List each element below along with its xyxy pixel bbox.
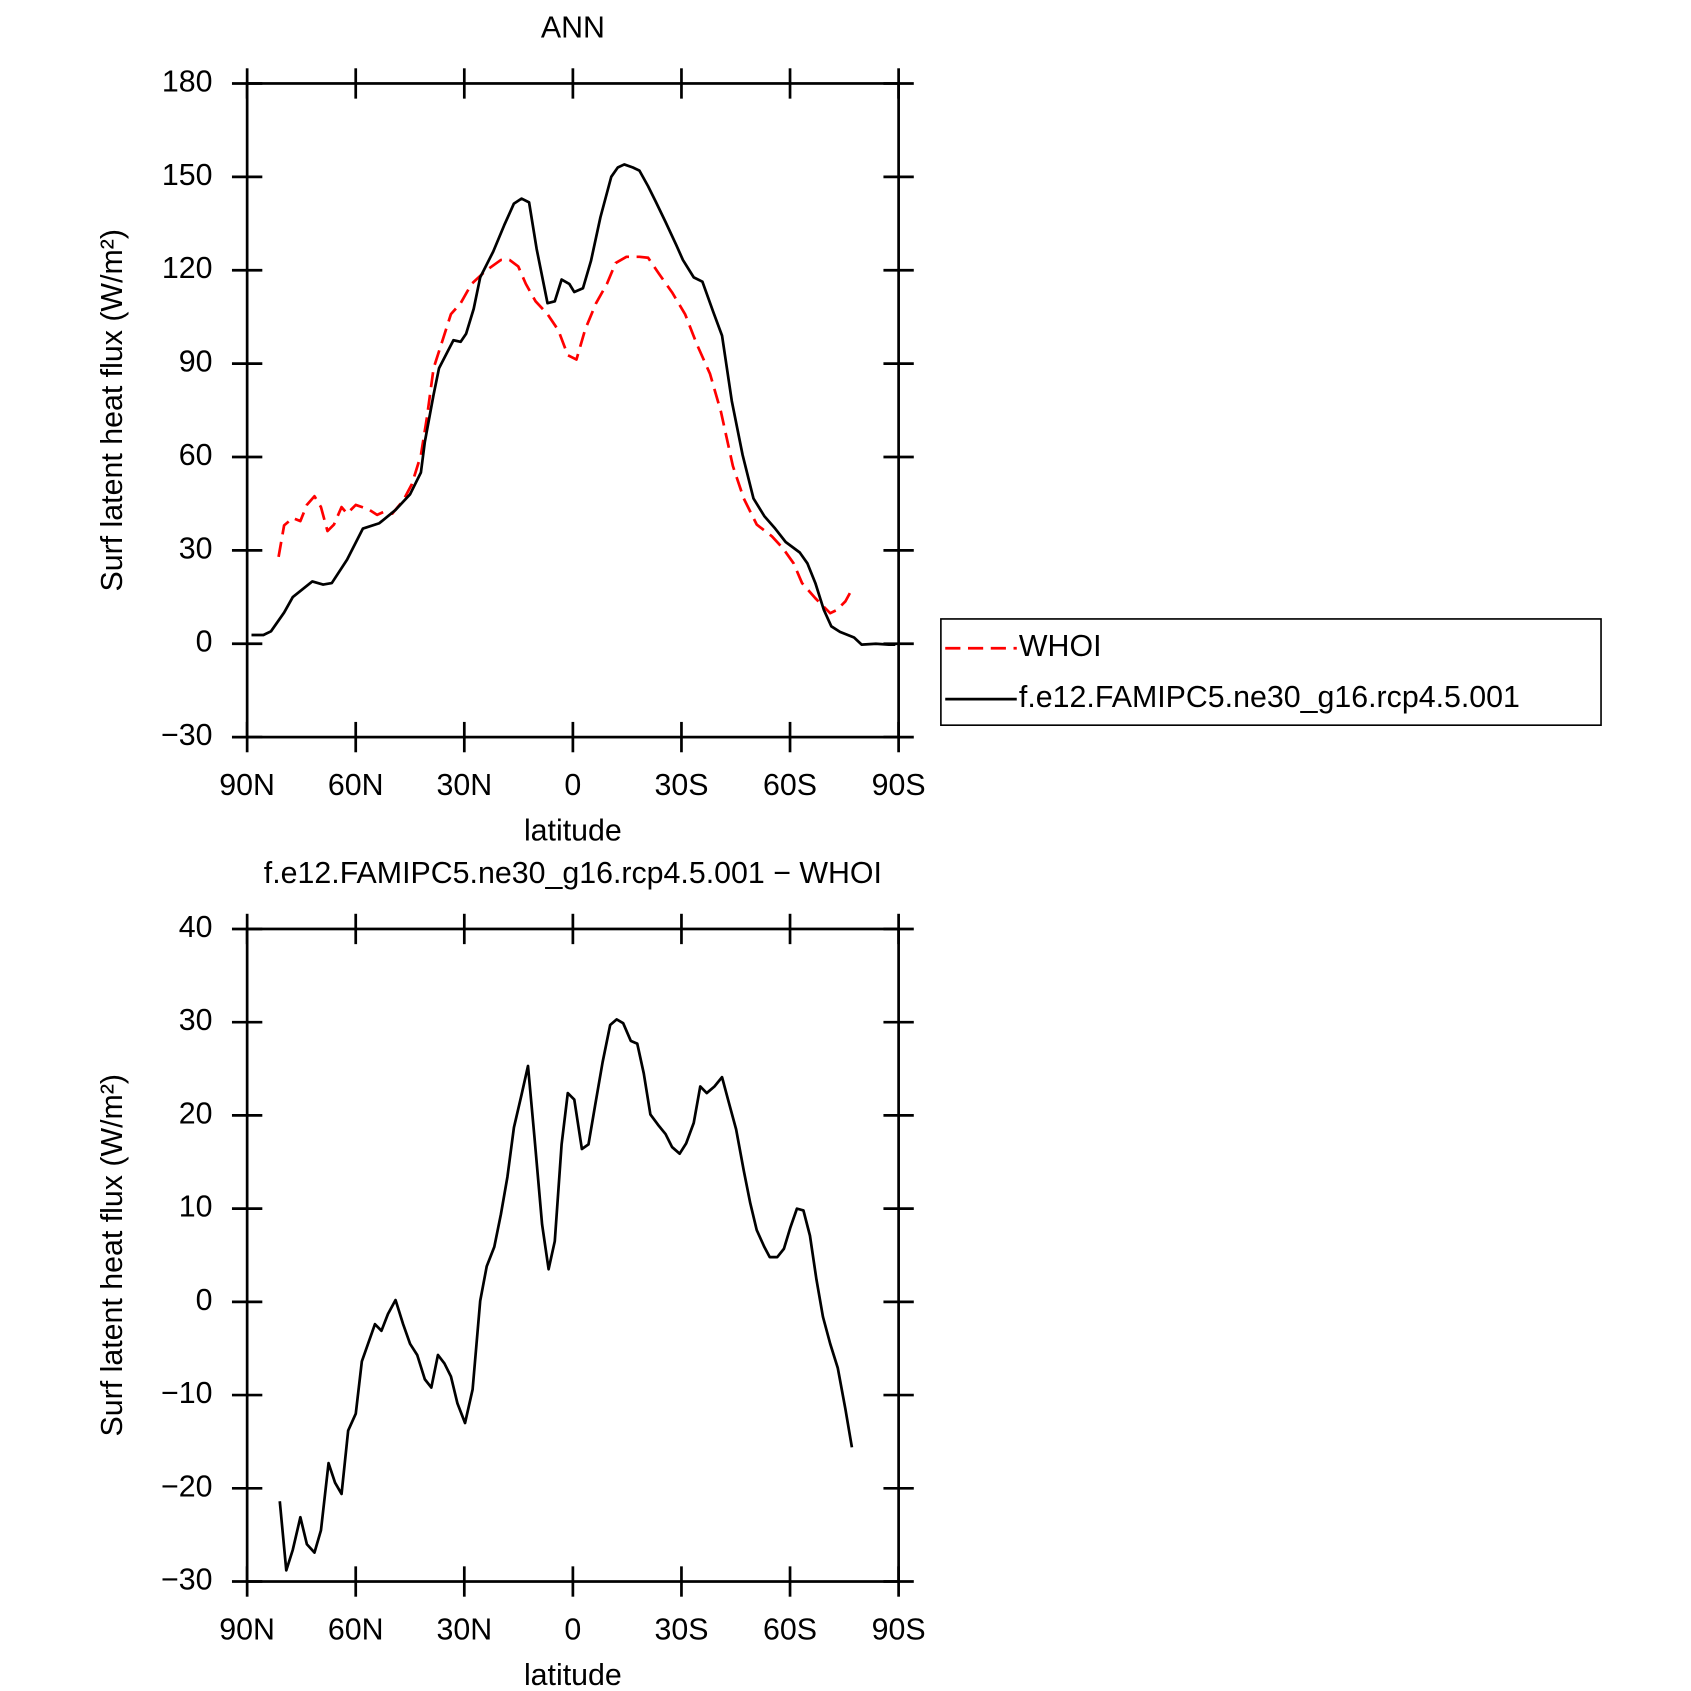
- x-tick-label: 90S: [872, 769, 926, 802]
- x-tick-label: 30N: [436, 769, 492, 802]
- legend-label: WHOI: [1019, 630, 1102, 663]
- y-tick-label: −30: [161, 719, 212, 752]
- y-tick-label: −10: [161, 1377, 212, 1410]
- series-line: [278, 1018, 854, 1572]
- x-tick-label: 60N: [328, 769, 384, 802]
- y-tick-label: 0: [196, 626, 213, 659]
- legend-box: [940, 618, 1602, 726]
- x-tick-label: 90N: [219, 1613, 275, 1646]
- y-tick-label: 10: [179, 1191, 213, 1224]
- x-tick-label: 0: [564, 1613, 581, 1646]
- y-tick-label: 180: [162, 65, 213, 98]
- x-tick-label: 30S: [654, 1613, 708, 1646]
- plot-frame: [245, 927, 900, 1583]
- y-tick-label: 60: [179, 439, 213, 472]
- y-axis-label: Surf latent heat flux (W/m²): [96, 229, 129, 592]
- y-tick-label: 30: [179, 532, 213, 565]
- legend-label: f.e12.FAMIPC5.ne30_g16.rcp4.5.001: [1019, 681, 1520, 714]
- x-tick-label: 90N: [219, 769, 275, 802]
- y-tick-label: −30: [161, 1564, 212, 1597]
- y-tick-label: 40: [179, 911, 213, 944]
- y-axis-label: Surf latent heat flux (W/m²): [96, 1074, 129, 1437]
- series-line: [277, 255, 855, 615]
- series-line: [251, 163, 896, 646]
- x-tick-label: 0: [564, 769, 581, 802]
- x-tick-label: 60S: [763, 769, 817, 802]
- x-axis-label: latitude: [524, 815, 622, 848]
- chart-title: f.e12.FAMIPC5.ne30_g16.rcp4.5.001 − WHOI: [264, 857, 882, 890]
- y-tick-label: 120: [162, 252, 213, 285]
- plot-frame: [245, 82, 900, 739]
- x-tick-label: 60S: [763, 1613, 817, 1646]
- y-tick-label: 30: [179, 1004, 213, 1037]
- x-tick-label: 30S: [654, 769, 708, 802]
- y-tick-label: 0: [196, 1284, 213, 1317]
- y-tick-label: 150: [162, 159, 213, 192]
- y-tick-label: −20: [161, 1470, 212, 1503]
- x-tick-label: 90S: [872, 1613, 926, 1646]
- x-axis-label: latitude: [524, 1659, 622, 1691]
- chart-title: ANN: [541, 11, 605, 44]
- x-tick-label: 60N: [328, 1613, 384, 1646]
- x-tick-label: 30N: [436, 1613, 492, 1646]
- y-tick-label: 20: [179, 1097, 213, 1130]
- y-tick-label: 90: [179, 346, 213, 379]
